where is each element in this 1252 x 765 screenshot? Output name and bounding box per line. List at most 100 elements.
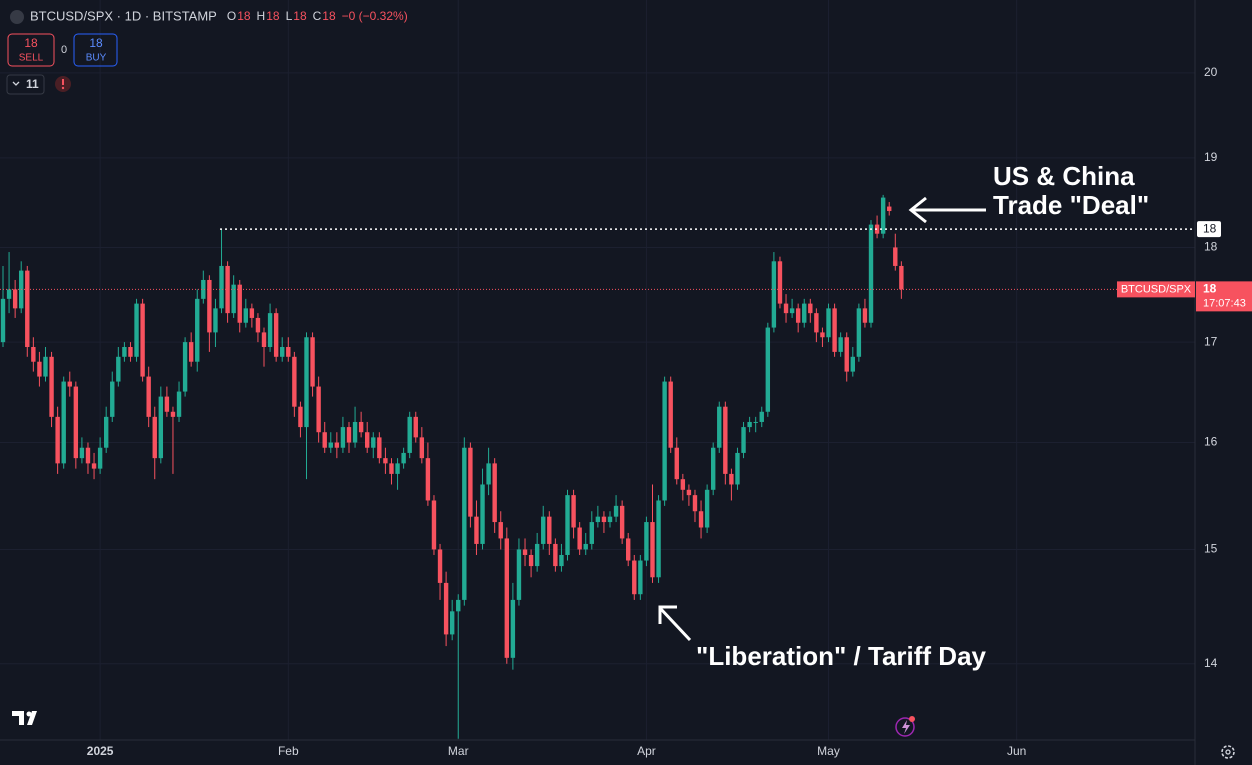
candle-body <box>413 416 418 438</box>
candle-body <box>91 463 97 469</box>
y-tick-label: 18 <box>1204 240 1218 254</box>
candle-body <box>280 346 285 357</box>
ohlc-key: L <box>286 9 293 23</box>
x-tick-label: 2025 <box>87 744 114 758</box>
candle-body <box>874 224 880 234</box>
candle-body <box>577 527 582 550</box>
buy-price: 18 <box>89 36 103 50</box>
candle-body <box>273 313 279 357</box>
candle-body <box>868 224 874 323</box>
candle-body <box>832 308 837 352</box>
candle-body <box>686 489 692 496</box>
candle-body <box>717 406 722 448</box>
x-tick-label: Feb <box>278 744 299 758</box>
candle-body <box>528 554 534 567</box>
candle-body <box>741 427 746 453</box>
candle-body <box>12 289 18 309</box>
sell-label: SELL <box>19 53 44 64</box>
lightning-button[interactable] <box>895 717 915 737</box>
candle-body <box>656 500 661 578</box>
x-tick-label: May <box>817 744 840 758</box>
settings-button[interactable] <box>1221 745 1235 759</box>
candle-body <box>480 484 485 544</box>
candle-body <box>188 342 194 362</box>
candle-body <box>456 599 461 612</box>
candle-body <box>880 197 886 234</box>
annotation: US & China <box>993 161 1135 191</box>
candle-body <box>814 313 819 333</box>
candle-body <box>267 313 273 347</box>
candle-body <box>808 303 813 314</box>
settings-icon <box>1225 749 1231 755</box>
countdown: 17:07:43 <box>1203 297 1246 309</box>
candle-body <box>110 381 115 417</box>
candle-body <box>61 381 66 464</box>
candle-body <box>777 261 783 304</box>
candle-body <box>856 308 862 357</box>
candle-body <box>844 337 849 372</box>
buy-label: BUY <box>86 53 107 64</box>
candle-body <box>893 247 898 266</box>
chevron-icon <box>12 81 20 86</box>
candle-body <box>802 303 807 323</box>
candle-body <box>231 284 236 314</box>
candle-body <box>795 308 801 323</box>
candle-body <box>292 356 297 407</box>
candle-body <box>128 346 133 357</box>
candle-body <box>443 582 449 635</box>
candle-body <box>383 458 388 464</box>
candle-body <box>140 303 145 377</box>
ohlc-legend: O 18 H 18 L 18 C 18 −0 (−0.32%) <box>227 9 408 23</box>
candle-body <box>862 308 868 323</box>
indicators-toggle[interactable] <box>6 74 45 95</box>
candle-body <box>668 381 673 448</box>
candle-body <box>122 346 127 357</box>
ohlc-value: 18 <box>293 9 307 23</box>
sell-price: 18 <box>24 36 38 50</box>
ohlc-key: H <box>257 9 266 23</box>
candle-body <box>583 543 588 550</box>
candle-body <box>0 298 6 343</box>
buy-button[interactable] <box>73 33 118 67</box>
candle-body <box>25 270 30 347</box>
annotation-arrow <box>908 196 986 224</box>
candle-body <box>765 327 771 412</box>
candle-body <box>352 421 358 443</box>
candle-body <box>103 416 109 448</box>
ohlc-value: 18 <box>266 9 280 23</box>
annotation-arrow <box>658 605 692 642</box>
spread: 0 <box>61 44 67 56</box>
candle-body <box>850 356 855 372</box>
candle-body <box>55 416 60 464</box>
symbol-title[interactable]: BTCUSD/SPX · 1D · BITSTAMP <box>30 8 217 23</box>
candle-body <box>255 317 261 333</box>
sell-button[interactable] <box>7 33 55 67</box>
candle-body <box>601 516 607 523</box>
candle-body <box>553 543 558 567</box>
candle-body <box>674 447 679 480</box>
symbol-icon[interactable] <box>10 10 24 24</box>
indicators-count: 11 <box>26 77 39 91</box>
candle-body <box>704 489 710 528</box>
change: −0 (−0.32%) <box>342 9 408 23</box>
candle-body <box>735 452 740 485</box>
candle-body <box>358 421 364 433</box>
candle-body <box>534 543 540 567</box>
candle-body <box>474 516 479 544</box>
candle-body <box>723 406 728 474</box>
candle-body <box>710 447 716 490</box>
candle-body <box>662 381 667 501</box>
candle-body <box>589 522 594 544</box>
y-tick-label: 20 <box>1204 65 1218 79</box>
last-price-tag <box>1196 281 1252 312</box>
candle-body <box>419 437 425 459</box>
candle-body <box>73 386 79 459</box>
candle-body <box>698 511 704 528</box>
candle-body <box>6 289 12 299</box>
candle-body <box>541 516 546 544</box>
candle-body <box>820 332 825 338</box>
candle-body <box>838 337 843 352</box>
candle-body <box>219 265 224 309</box>
candle-body <box>559 554 564 567</box>
